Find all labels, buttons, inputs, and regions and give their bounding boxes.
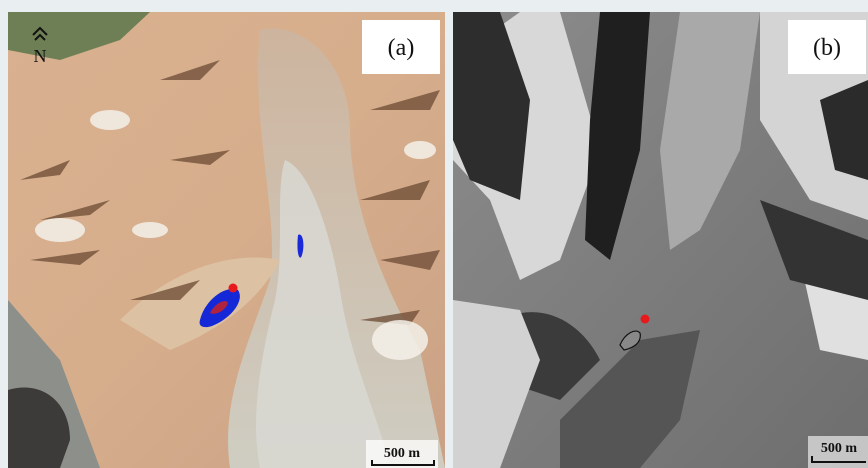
panel-label: (b) <box>813 35 841 61</box>
scale-label: 500 m <box>821 441 858 456</box>
event-point <box>641 315 650 324</box>
panel-label: (a) <box>388 35 415 61</box>
panel-b <box>453 12 868 468</box>
scale-label: 500 m <box>384 446 421 461</box>
panel-a <box>8 12 445 468</box>
figure: N (a) 500 m (b) 500 m <box>0 0 868 468</box>
event-point <box>229 284 238 293</box>
north-arrow: N <box>33 28 47 66</box>
north-label: N <box>34 46 47 66</box>
